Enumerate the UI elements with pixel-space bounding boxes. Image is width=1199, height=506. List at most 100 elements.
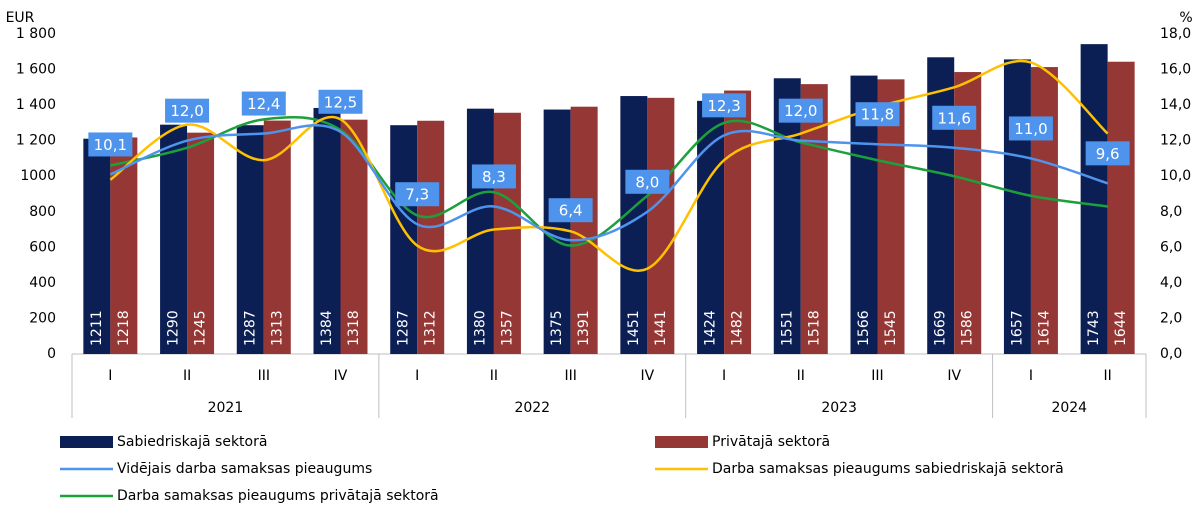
value-label-box <box>471 164 516 189</box>
y2-tick-label: 6,0 <box>1160 239 1182 255</box>
x-tick-label: I <box>415 368 419 384</box>
value-label-box <box>778 98 823 123</box>
y2-tick-label: 0,0 <box>1160 346 1182 362</box>
bar-value-label: 1586 <box>960 310 976 346</box>
x-tick-label: IV <box>640 368 654 384</box>
bar-value-label: 1451 <box>626 310 642 346</box>
y2-tick-label: 18,0 <box>1160 26 1191 42</box>
bar-value-label: 1218 <box>116 310 132 346</box>
y-tick-label: 600 <box>29 239 56 255</box>
bar <box>1030 67 1058 355</box>
bar-value-label: 1482 <box>730 310 746 346</box>
bar <box>543 109 571 354</box>
value-label-box <box>241 91 286 116</box>
y2-tick-label: 16,0 <box>1160 62 1191 78</box>
line <box>109 123 1109 242</box>
x-tick-label: I <box>108 368 112 384</box>
bar-value-label: 1551 <box>779 310 795 346</box>
bar-value-label: 1357 <box>499 310 515 346</box>
value-label-box <box>318 89 363 114</box>
bar-value-label: 1424 <box>703 310 719 346</box>
value-label: 9,6 <box>1096 145 1120 163</box>
y-tick-label: 1 600 <box>16 62 56 78</box>
bar <box>1003 59 1031 355</box>
value-label: 12,0 <box>170 102 203 120</box>
legend-label: Privātajā sektorā <box>712 434 830 450</box>
bar-value-label: 1313 <box>269 310 285 346</box>
y-tick-label: 1000 <box>20 168 56 184</box>
value-label: 11,8 <box>861 106 894 124</box>
y2-tick-label: 2,0 <box>1160 310 1182 326</box>
bar <box>83 138 111 354</box>
bar-value-label: 1245 <box>193 310 209 346</box>
bar-value-label: 1287 <box>242 310 258 346</box>
bar <box>493 112 521 354</box>
bar-value-label: 1743 <box>1086 310 1102 346</box>
value-label: 7,3 <box>405 186 429 204</box>
bar <box>236 125 264 354</box>
y-tick-label: 0 <box>47 346 56 362</box>
value-label-box <box>88 132 133 157</box>
x-tick-label: I <box>722 368 726 384</box>
bar <box>417 120 445 354</box>
value-label: 11,6 <box>938 109 971 127</box>
legend-label: Sabiedriskajā sektorā <box>117 434 267 450</box>
value-label: 6,4 <box>559 202 583 220</box>
y-tick-label: 1 400 <box>16 97 56 113</box>
x-tick-label: III <box>258 368 270 384</box>
x-tick-label: I <box>1029 368 1033 384</box>
bar-value-label: 1318 <box>346 310 362 346</box>
value-label-box <box>1085 141 1130 166</box>
x-tick-label: IV <box>334 368 348 384</box>
bar-value-label: 1644 <box>1113 310 1129 346</box>
x-tick-label: III <box>564 368 576 384</box>
bar <box>647 97 675 355</box>
bar-value-label: 1441 <box>653 310 669 346</box>
value-label-box <box>1008 116 1053 141</box>
y2-tick-label: 10,0 <box>1160 168 1191 184</box>
bar <box>160 124 188 355</box>
value-label: 8,0 <box>635 173 659 191</box>
value-label: 11,0 <box>1014 120 1047 138</box>
y-tick-label: 400 <box>29 275 56 291</box>
y2-axis-title: % <box>1179 10 1192 26</box>
group-label: 2022 <box>514 400 550 416</box>
legend-label: Vidējais darba samaksas pieaugums <box>117 461 372 477</box>
bar <box>570 106 598 354</box>
x-tick-label: II <box>1104 368 1112 384</box>
x-tick-label: IV <box>947 368 961 384</box>
group-label: 2021 <box>208 400 244 416</box>
value-label-box <box>932 105 977 130</box>
bar-value-label: 1380 <box>472 310 488 346</box>
value-label: 12,4 <box>247 95 280 113</box>
legend-label: Darba samaksas pieaugums sabiedriskajā s… <box>712 461 1064 477</box>
bar-value-label: 1375 <box>549 310 565 346</box>
value-label: 10,1 <box>94 136 127 154</box>
legend-label: Darba samaksas pieaugums privātajā sekto… <box>117 488 439 504</box>
y2-tick-label: 4,0 <box>1160 275 1182 291</box>
line <box>109 59 1109 272</box>
bar <box>927 57 955 355</box>
bar-value-label: 1566 <box>856 310 872 346</box>
bar <box>1080 44 1108 355</box>
legend-swatch <box>60 436 113 448</box>
y-tick-label: 1 800 <box>16 26 56 42</box>
legend-swatch <box>655 436 708 448</box>
bar-value-label: 1669 <box>933 310 949 346</box>
x-tick-label: II <box>490 368 498 384</box>
value-label-box <box>625 169 670 194</box>
value-label: 8,3 <box>482 168 506 186</box>
value-label-box <box>548 198 593 223</box>
value-label: 12,0 <box>784 102 817 120</box>
bar-value-label: 1545 <box>883 310 899 346</box>
bar-value-label: 1287 <box>396 310 412 346</box>
x-tick-label: III <box>871 368 883 384</box>
bar <box>313 107 341 354</box>
bar <box>390 125 418 354</box>
bar <box>773 78 801 355</box>
y2-tick-label: 12,0 <box>1160 133 1191 149</box>
y-axis-title: EUR <box>6 10 35 26</box>
x-tick-label: II <box>797 368 805 384</box>
bar-value-label: 1614 <box>1036 310 1052 346</box>
bar-value-label: 1391 <box>576 310 592 346</box>
